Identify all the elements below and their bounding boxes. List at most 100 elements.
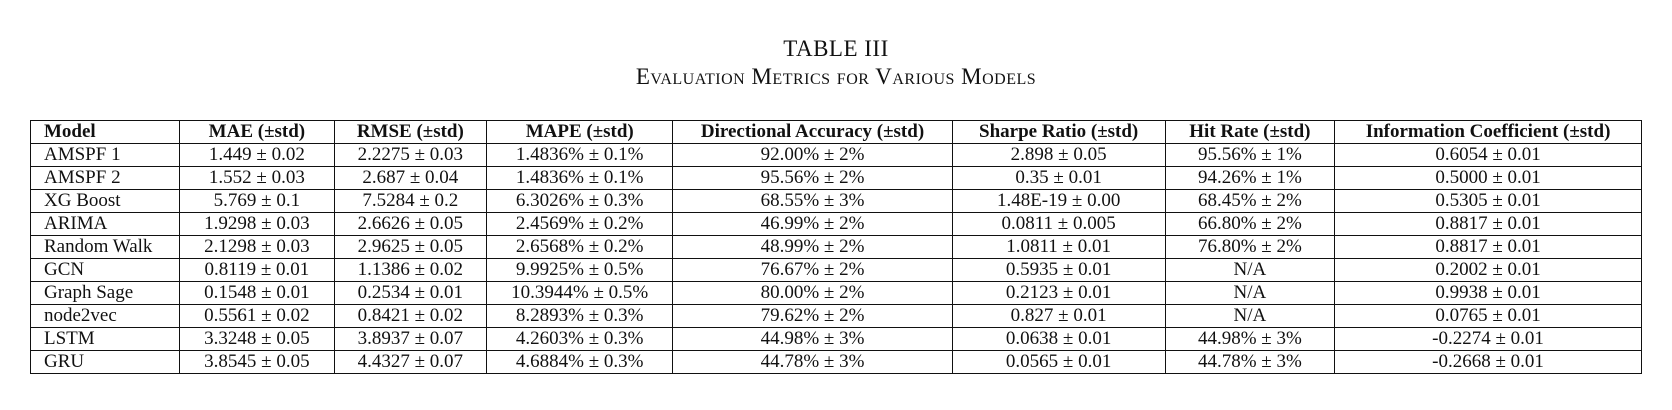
cell-model: Random Walk [29, 235, 181, 259]
cell-model: XG Boost [29, 189, 181, 213]
cell-mape: 10.3944% ± 0.5% [485, 281, 674, 305]
cell-mape: 4.2603% ± 0.3% [485, 327, 674, 351]
cell-directional-accuracy: 46.99% ± 2% [672, 212, 953, 236]
cell-model: node2vec [29, 304, 181, 328]
cell-model: AMSPF 1 [29, 143, 181, 167]
cell-model: GRU [29, 350, 181, 374]
cell-hit-rate: N/A [1164, 281, 1336, 305]
cell-sharpe-ratio: 0.0638 ± 0.01 [951, 327, 1166, 351]
cell-directional-accuracy: 48.99% ± 2% [672, 235, 953, 259]
cell-mae: 1.9298 ± 0.03 [179, 212, 335, 236]
header-row: Model MAE (±std) RMSE (±std) MAPE (±std)… [29, 120, 1642, 144]
column-header-mape: MAPE (±std) [485, 120, 674, 144]
cell-directional-accuracy: 79.62% ± 2% [672, 304, 953, 328]
cell-model: AMSPF 2 [29, 166, 181, 190]
column-header-mae: MAE (±std) [179, 120, 335, 144]
cell-sharpe-ratio: 2.898 ± 0.05 [951, 143, 1166, 167]
cell-sharpe-ratio: 1.48E-19 ± 0.00 [951, 189, 1166, 213]
cell-mae: 3.8545 ± 0.05 [179, 350, 335, 374]
cell-hit-rate: 68.45% ± 2% [1164, 189, 1336, 213]
cell-rmse: 2.9625 ± 0.05 [333, 235, 488, 259]
cell-model: GCN [29, 258, 181, 282]
cell-mape: 6.3026% ± 0.3% [485, 189, 674, 213]
cell-mape: 2.6568% ± 0.2% [485, 235, 674, 259]
cell-model: ARIMA [29, 212, 181, 236]
cell-information-coefficient: 0.6054 ± 0.01 [1334, 143, 1642, 167]
cell-information-coefficient: 0.8817 ± 0.01 [1334, 212, 1642, 236]
cell-mape: 9.9925% ± 0.5% [485, 258, 674, 282]
cell-directional-accuracy: 92.00% ± 2% [672, 143, 953, 167]
cell-sharpe-ratio: 0.0565 ± 0.01 [951, 350, 1166, 374]
cell-sharpe-ratio: 0.827 ± 0.01 [951, 304, 1166, 328]
cell-information-coefficient: 0.5000 ± 0.01 [1334, 166, 1642, 190]
cell-information-coefficient: 0.0765 ± 0.01 [1334, 304, 1642, 328]
cell-hit-rate: 76.80% ± 2% [1164, 235, 1336, 259]
table-row: ARIMA 1.9298 ± 0.03 2.6626 ± 0.05 2.4569… [29, 212, 1642, 236]
cell-information-coefficient: 0.2002 ± 0.01 [1334, 258, 1642, 282]
cell-information-coefficient: -0.2274 ± 0.01 [1334, 327, 1642, 351]
cell-directional-accuracy: 76.67% ± 2% [672, 258, 953, 282]
column-header-directional-accuracy: Directional Accuracy (±std) [672, 120, 953, 144]
cell-directional-accuracy: 44.98% ± 3% [672, 327, 953, 351]
cell-information-coefficient: -0.2668 ± 0.01 [1334, 350, 1642, 374]
column-header-hit-rate: Hit Rate (±std) [1164, 120, 1336, 144]
table-row: GRU 3.8545 ± 0.05 4.4327 ± 0.07 4.6884% … [29, 350, 1642, 374]
cell-rmse: 4.4327 ± 0.07 [333, 350, 488, 374]
cell-sharpe-ratio: 1.0811 ± 0.01 [951, 235, 1166, 259]
table-row: AMSPF 2 1.552 ± 0.03 2.687 ± 0.04 1.4836… [29, 166, 1642, 190]
cell-mae: 3.3248 ± 0.05 [179, 327, 335, 351]
cell-sharpe-ratio: 0.35 ± 0.01 [951, 166, 1166, 190]
cell-hit-rate: N/A [1164, 304, 1336, 328]
cell-mape: 8.2893% ± 0.3% [485, 304, 674, 328]
table-row: node2vec 0.5561 ± 0.02 0.8421 ± 0.02 8.2… [29, 304, 1642, 328]
cell-hit-rate: 44.98% ± 3% [1164, 327, 1336, 351]
cell-directional-accuracy: 80.00% ± 2% [672, 281, 953, 305]
cell-rmse: 2.6626 ± 0.05 [333, 212, 488, 236]
cell-hit-rate: 94.26% ± 1% [1164, 166, 1336, 190]
metrics-table: Model MAE (±std) RMSE (±std) MAPE (±std)… [29, 120, 1642, 374]
table-row: Random Walk 2.1298 ± 0.03 2.9625 ± 0.05 … [29, 235, 1642, 259]
cell-mape: 4.6884% ± 0.3% [485, 350, 674, 374]
cell-information-coefficient: 0.5305 ± 0.01 [1334, 189, 1642, 213]
table-row: AMSPF 1 1.449 ± 0.02 2.2275 ± 0.03 1.483… [29, 143, 1642, 167]
cell-rmse: 2.687 ± 0.04 [333, 166, 488, 190]
table-row: XG Boost 5.769 ± 0.1 7.5284 ± 0.2 6.3026… [29, 189, 1642, 213]
cell-model: LSTM [29, 327, 181, 351]
cell-hit-rate: 44.78% ± 3% [1164, 350, 1336, 374]
cell-directional-accuracy: 68.55% ± 3% [672, 189, 953, 213]
table-title: Evaluation Metrics for Various Models [635, 64, 1037, 89]
cell-mape: 1.4836% ± 0.1% [485, 143, 674, 167]
cell-mae: 0.5561 ± 0.02 [179, 304, 335, 328]
cell-mape: 2.4569% ± 0.2% [485, 212, 674, 236]
cell-rmse: 2.2275 ± 0.03 [333, 143, 488, 167]
cell-information-coefficient: 0.8817 ± 0.01 [1334, 235, 1642, 259]
table-number: TABLE III [783, 36, 889, 61]
cell-information-coefficient: 0.9938 ± 0.01 [1334, 281, 1642, 305]
cell-sharpe-ratio: 0.2123 ± 0.01 [951, 281, 1166, 305]
cell-rmse: 3.8937 ± 0.07 [333, 327, 488, 351]
cell-sharpe-ratio: 0.0811 ± 0.005 [951, 212, 1166, 236]
table-row: Graph Sage 0.1548 ± 0.01 0.2534 ± 0.01 1… [29, 281, 1642, 305]
column-header-model: Model [29, 120, 181, 144]
cell-directional-accuracy: 95.56% ± 2% [672, 166, 953, 190]
column-header-information-coefficient: Information Coefficient (±std) [1334, 120, 1642, 144]
cell-mae: 5.769 ± 0.1 [179, 189, 335, 213]
cell-rmse: 0.8421 ± 0.02 [333, 304, 488, 328]
cell-rmse: 1.1386 ± 0.02 [333, 258, 488, 282]
cell-rmse: 7.5284 ± 0.2 [333, 189, 488, 213]
cell-sharpe-ratio: 0.5935 ± 0.01 [951, 258, 1166, 282]
column-header-sharpe-ratio: Sharpe Ratio (±std) [951, 120, 1166, 144]
cell-model: Graph Sage [29, 281, 181, 305]
cell-mae: 0.8119 ± 0.01 [179, 258, 335, 282]
cell-mae: 1.449 ± 0.02 [179, 143, 335, 167]
cell-hit-rate: 95.56% ± 1% [1164, 143, 1336, 167]
cell-hit-rate: 66.80% ± 2% [1164, 212, 1336, 236]
table-row: GCN 0.8119 ± 0.01 1.1386 ± 0.02 9.9925% … [29, 258, 1642, 282]
cell-mape: 1.4836% ± 0.1% [485, 166, 674, 190]
column-header-rmse: RMSE (±std) [333, 120, 488, 144]
cell-hit-rate: N/A [1164, 258, 1336, 282]
cell-directional-accuracy: 44.78% ± 3% [672, 350, 953, 374]
cell-mae: 0.1548 ± 0.01 [179, 281, 335, 305]
table-row: LSTM 3.3248 ± 0.05 3.8937 ± 0.07 4.2603%… [29, 327, 1642, 351]
cell-mae: 2.1298 ± 0.03 [179, 235, 335, 259]
